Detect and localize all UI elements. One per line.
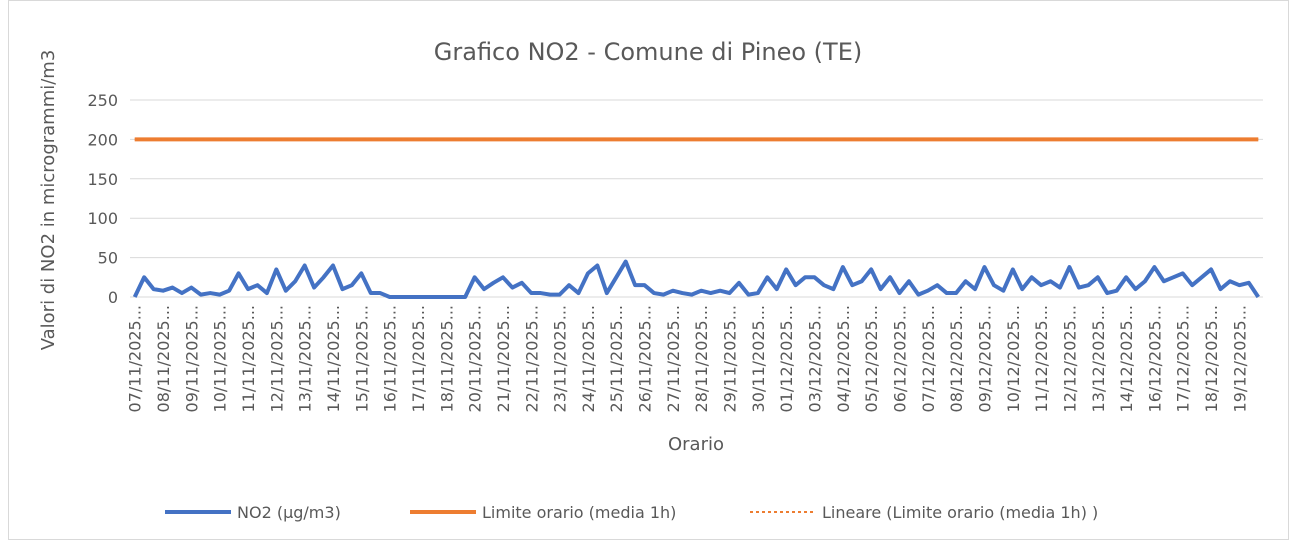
x-tick-label: 12/12/2025... (1060, 305, 1079, 412)
y-axis-label: Valori di NO2 in microgrammi/m3 (38, 50, 59, 351)
x-tick-label: 18/11/2025... (437, 305, 456, 412)
x-tick-label: 15/11/2025... (352, 305, 371, 412)
x-tick-label: 17/11/2025... (409, 305, 428, 412)
x-tick-label: 09/12/2025... (975, 305, 994, 412)
x-axis-label: Orario (668, 434, 724, 455)
x-tick-label: 11/12/2025... (1032, 305, 1051, 412)
x-tick-label: 03/12/2025... (806, 305, 825, 412)
x-tick-label: 14/11/2025... (324, 305, 343, 412)
x-tick-label: 22/11/2025... (522, 305, 541, 412)
y-tick-label: 0 (108, 288, 118, 307)
x-tick-label: 17/12/2025... (1174, 305, 1193, 412)
x-tick-label: 25/11/2025... (607, 305, 626, 412)
x-tick-label: 29/11/2025... (721, 305, 740, 412)
x-tick-label: 07/11/2025... (126, 305, 145, 412)
x-tick-label: 19/12/2025... (1230, 305, 1249, 412)
x-tick-label: 13/11/2025... (296, 305, 315, 412)
x-tick-label: 16/12/2025... (1145, 305, 1164, 412)
x-tick-label: 20/11/2025... (466, 305, 485, 412)
y-tick-label: 200 (87, 130, 118, 149)
x-tick-label: 01/12/2025... (777, 305, 796, 412)
x-tick-label: 08/12/2025... (947, 305, 966, 412)
series-line (132, 259, 1260, 299)
x-tick-label: 12/11/2025... (267, 305, 286, 412)
x-tick-label: 26/11/2025... (636, 305, 655, 412)
x-tick-label: 04/12/2025... (834, 305, 853, 412)
x-tick-label: 11/11/2025... (239, 305, 258, 412)
legend-label: Limite orario (media 1h) (482, 503, 676, 522)
legend-label: Lineare (Limite orario (media 1h) ) (822, 503, 1098, 522)
x-tick-label: 09/11/2025... (182, 305, 201, 412)
y-tick-label: 50 (98, 249, 118, 268)
x-tick-label: 10/12/2025... (1004, 305, 1023, 412)
y-tick-label: 100 (87, 209, 118, 228)
x-tick-label: 30/11/2025... (749, 305, 768, 412)
x-tick-label: 06/12/2025... (890, 305, 909, 412)
x-tick-label: 24/11/2025... (579, 305, 598, 412)
x-tick-label: 14/12/2025... (1117, 305, 1136, 412)
chart-title: Grafico NO2 - Comune di Pineo (TE) (434, 38, 862, 66)
y-tick-label: 150 (87, 170, 118, 189)
x-tick-label: 08/11/2025... (154, 305, 173, 412)
x-tick-label: 28/11/2025... (692, 305, 711, 412)
chart-frame (8, 0, 1289, 540)
x-tick-label: 23/11/2025... (551, 305, 570, 412)
x-tick-label: 16/11/2025... (381, 305, 400, 412)
y-tick-label: 250 (87, 91, 118, 110)
x-tick-label: 07/12/2025... (919, 305, 938, 412)
x-tick-label: 18/12/2025... (1202, 305, 1221, 412)
x-tick-label: 13/12/2025... (1089, 305, 1108, 412)
x-tick-label: 05/12/2025... (862, 305, 881, 412)
x-tick-label: 21/11/2025... (494, 305, 513, 412)
legend-label: NO2 (µg/m3) (237, 503, 341, 522)
x-tick-label: 27/11/2025... (664, 305, 683, 412)
x-tick-label: 10/11/2025... (211, 305, 230, 412)
